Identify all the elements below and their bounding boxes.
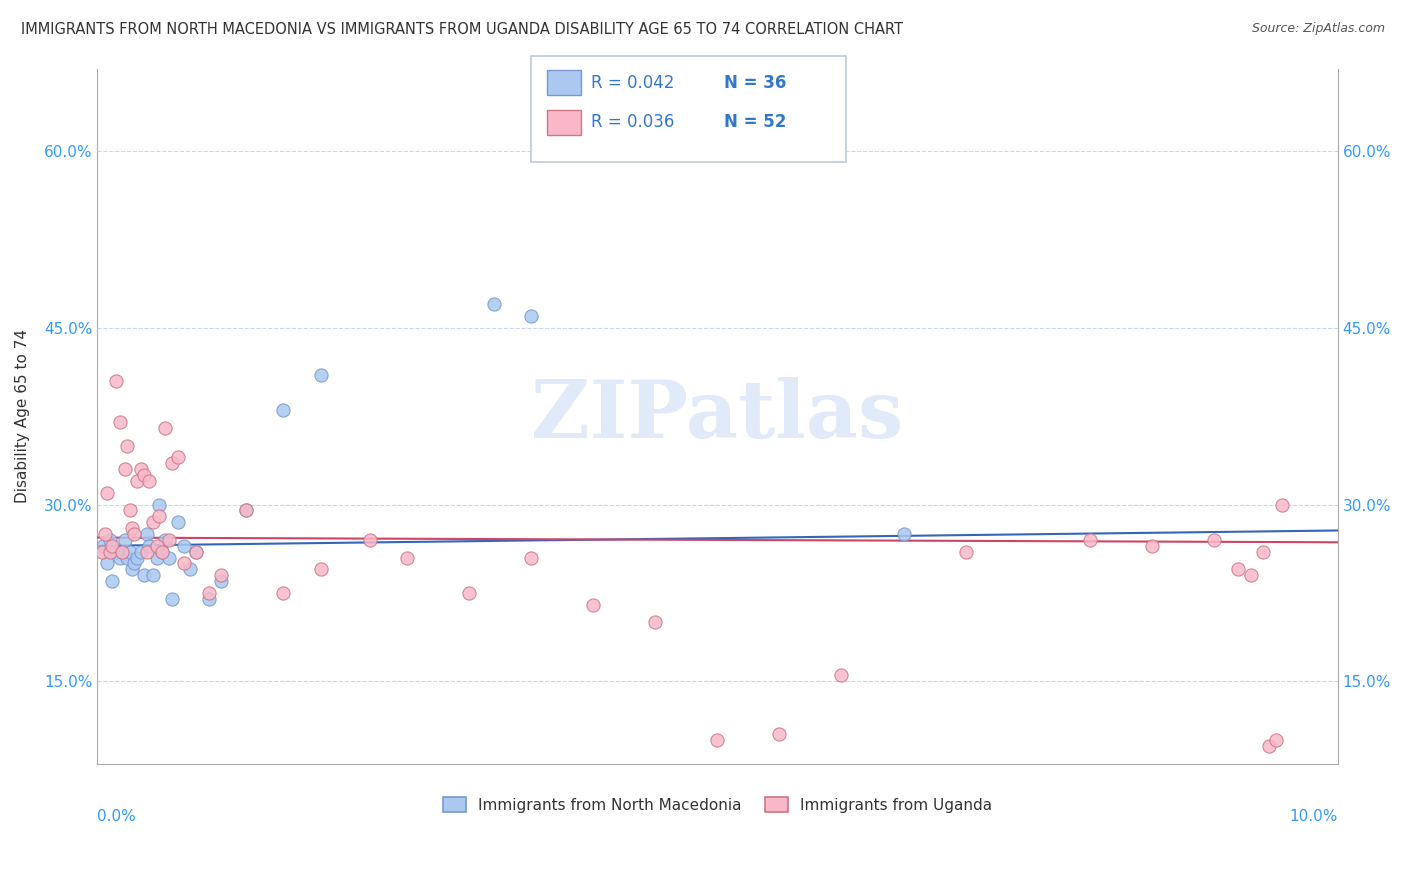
Y-axis label: Disability Age 65 to 74: Disability Age 65 to 74 xyxy=(15,329,30,503)
Point xyxy=(91,545,114,559)
Point xyxy=(98,533,121,547)
Point xyxy=(186,545,208,559)
Point xyxy=(271,403,294,417)
Point xyxy=(160,591,183,606)
Point xyxy=(125,474,148,488)
Point xyxy=(96,557,118,571)
Point xyxy=(142,568,165,582)
Point xyxy=(118,503,141,517)
Point xyxy=(98,545,121,559)
Point xyxy=(309,368,332,382)
Point xyxy=(235,503,257,517)
Point xyxy=(121,521,143,535)
Point xyxy=(93,527,115,541)
Point xyxy=(111,545,134,559)
Point xyxy=(157,550,180,565)
Point xyxy=(96,485,118,500)
Text: ZIPatlas: ZIPatlas xyxy=(531,377,904,455)
Point xyxy=(173,557,195,571)
Point xyxy=(1264,733,1286,747)
Text: 10.0%: 10.0% xyxy=(1289,809,1337,824)
Text: N = 36: N = 36 xyxy=(724,74,786,92)
Point xyxy=(150,545,173,559)
Point xyxy=(148,509,170,524)
Point xyxy=(138,474,160,488)
Point xyxy=(108,415,131,429)
Point xyxy=(114,462,136,476)
Point xyxy=(101,539,124,553)
Point xyxy=(1258,739,1281,753)
Point xyxy=(1140,539,1163,553)
Text: N = 52: N = 52 xyxy=(724,113,786,131)
Point xyxy=(1202,533,1225,547)
Text: 0.0%: 0.0% xyxy=(97,809,136,824)
Point xyxy=(146,539,169,553)
Point xyxy=(955,545,977,559)
Point xyxy=(115,439,138,453)
Point xyxy=(706,733,728,747)
Point xyxy=(101,574,124,589)
Point xyxy=(138,539,160,553)
Point xyxy=(115,550,138,565)
Text: Source: ZipAtlas.com: Source: ZipAtlas.com xyxy=(1251,22,1385,36)
Point xyxy=(173,539,195,553)
Point xyxy=(520,309,543,323)
Point xyxy=(104,545,127,559)
Point xyxy=(135,527,157,541)
Point xyxy=(235,503,257,517)
Point xyxy=(142,515,165,529)
Point xyxy=(157,533,180,547)
Point xyxy=(129,462,152,476)
Point xyxy=(209,574,232,589)
Point xyxy=(167,450,190,465)
Point xyxy=(155,421,177,435)
Point xyxy=(150,545,173,559)
Point xyxy=(1271,498,1294,512)
Text: IMMIGRANTS FROM NORTH MACEDONIA VS IMMIGRANTS FROM UGANDA DISABILITY AGE 65 TO 7: IMMIGRANTS FROM NORTH MACEDONIA VS IMMIG… xyxy=(21,22,903,37)
Point xyxy=(396,550,419,565)
Point xyxy=(146,550,169,565)
Point xyxy=(482,297,505,311)
Point xyxy=(155,533,177,547)
Point xyxy=(125,550,148,565)
Point xyxy=(124,557,146,571)
Point xyxy=(1240,568,1263,582)
Point xyxy=(1078,533,1101,547)
Point xyxy=(108,550,131,565)
Point xyxy=(359,533,381,547)
Point xyxy=(309,562,332,576)
Point xyxy=(520,550,543,565)
Point xyxy=(104,374,127,388)
Point xyxy=(271,586,294,600)
Point xyxy=(458,586,481,600)
Point xyxy=(179,562,201,576)
Point xyxy=(93,539,115,553)
Point xyxy=(893,527,915,541)
Text: R = 0.042: R = 0.042 xyxy=(591,74,673,92)
Point xyxy=(148,498,170,512)
Point xyxy=(1251,545,1274,559)
Point xyxy=(134,568,156,582)
Point xyxy=(121,562,143,576)
Point xyxy=(118,545,141,559)
Point xyxy=(167,515,190,529)
Point xyxy=(198,586,221,600)
Point xyxy=(135,545,157,559)
Point xyxy=(129,545,152,559)
Point xyxy=(1227,562,1250,576)
Point xyxy=(134,468,156,483)
Point xyxy=(582,598,605,612)
Point xyxy=(186,545,208,559)
Text: R = 0.036: R = 0.036 xyxy=(591,113,673,131)
Point xyxy=(111,545,134,559)
Point xyxy=(830,668,852,682)
Point xyxy=(644,615,666,630)
Point xyxy=(768,727,790,741)
Point xyxy=(209,568,232,582)
Point xyxy=(124,527,146,541)
Point xyxy=(198,591,221,606)
Legend: Immigrants from North Macedonia, Immigrants from Uganda: Immigrants from North Macedonia, Immigra… xyxy=(437,790,998,819)
Point xyxy=(114,533,136,547)
Point xyxy=(160,456,183,470)
